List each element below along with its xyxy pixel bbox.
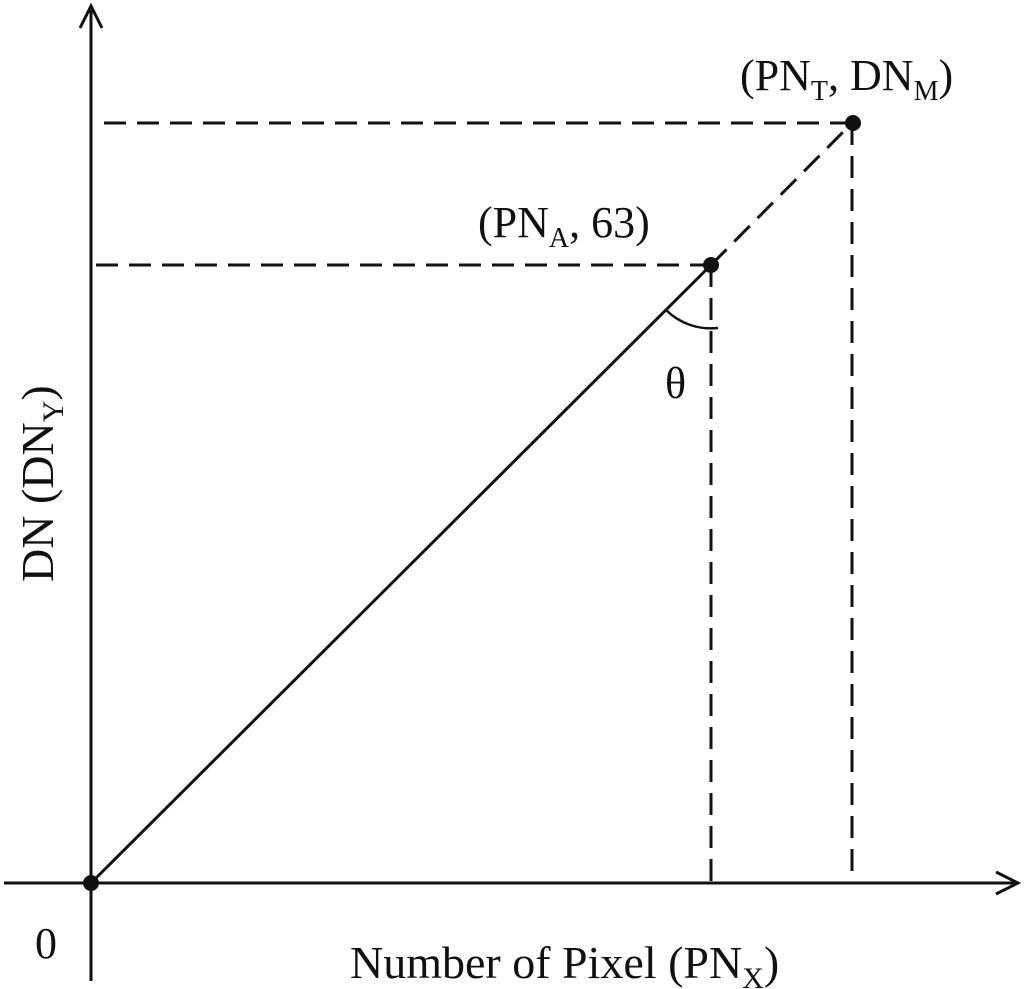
origin-point (83, 875, 99, 891)
y-axis-title: DN (DNY) (12, 385, 70, 582)
origin-label: 0 (35, 919, 57, 968)
extension-line (709, 121, 854, 267)
point-t (845, 115, 861, 131)
x-axis-title: Number of Pixel (PNX) (350, 937, 779, 989)
point-t-label: (PNT, DNM) (740, 51, 953, 107)
linear-response-line (89, 263, 713, 885)
y-axis-arrowhead (78, 2, 104, 29)
x-axis-arrowhead (995, 870, 1022, 896)
point-a-label: (PNA, 63) (478, 198, 650, 254)
theta-arc (665, 309, 719, 330)
point-a (703, 257, 719, 273)
theta-label: θ (665, 359, 686, 408)
